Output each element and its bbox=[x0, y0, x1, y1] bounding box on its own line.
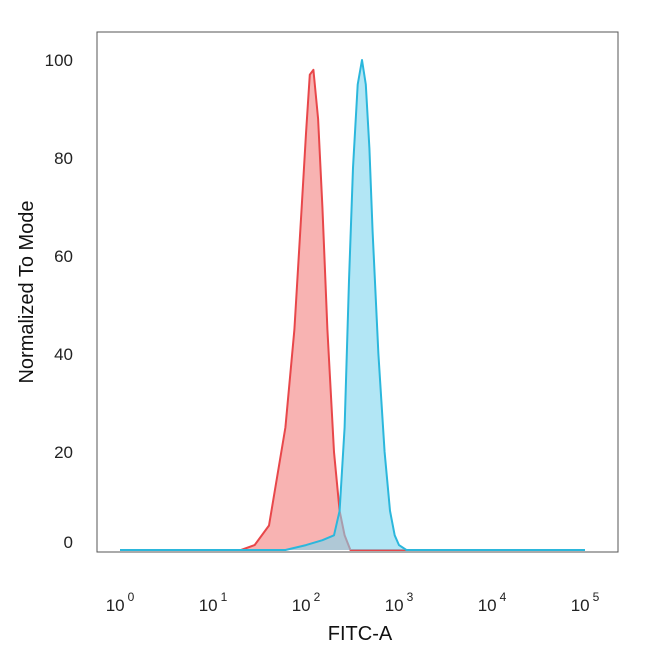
x-tick-label: 10 5 bbox=[571, 590, 600, 615]
x-tick-exponent: 5 bbox=[593, 590, 600, 604]
x-tick-exponent: 2 bbox=[314, 590, 321, 604]
x-tick-base: 10 bbox=[478, 596, 497, 615]
x-tick-base: 10 bbox=[385, 596, 404, 615]
x-tick-base: 10 bbox=[106, 596, 125, 615]
x-axis-ticks: 10 0 10 1 10 2 10 3 10 4 10 5 bbox=[106, 590, 600, 615]
y-tick-label: 0 bbox=[64, 533, 73, 552]
x-axis-title: FITC-A bbox=[328, 623, 393, 645]
x-tick-label: 10 1 bbox=[199, 590, 228, 615]
x-tick-exponent: 1 bbox=[221, 590, 228, 604]
y-axis-title: Normalized To Mode bbox=[16, 200, 38, 383]
x-tick-label: 10 3 bbox=[385, 590, 414, 615]
y-tick-label: 40 bbox=[54, 345, 73, 364]
x-tick-label: 10 0 bbox=[106, 590, 135, 615]
y-tick-label: 20 bbox=[54, 443, 73, 462]
x-tick-base: 10 bbox=[292, 596, 311, 615]
x-tick-label: 10 4 bbox=[478, 590, 507, 615]
x-tick-base: 10 bbox=[199, 596, 218, 615]
y-tick-label: 80 bbox=[54, 149, 73, 168]
y-tick-label: 60 bbox=[54, 247, 73, 266]
series-2-line bbox=[120, 59, 585, 551]
series-layer bbox=[120, 59, 585, 551]
series-2-area bbox=[120, 60, 585, 550]
x-tick-exponent: 4 bbox=[500, 590, 507, 604]
x-tick-base: 10 bbox=[571, 596, 590, 615]
y-tick-label: 100 bbox=[45, 51, 73, 70]
x-tick-label: 10 2 bbox=[292, 590, 321, 615]
x-tick-exponent: 0 bbox=[128, 590, 135, 604]
y-axis-ticks: 0 20 40 60 80 100 bbox=[45, 51, 73, 552]
x-tick-exponent: 3 bbox=[407, 590, 414, 604]
